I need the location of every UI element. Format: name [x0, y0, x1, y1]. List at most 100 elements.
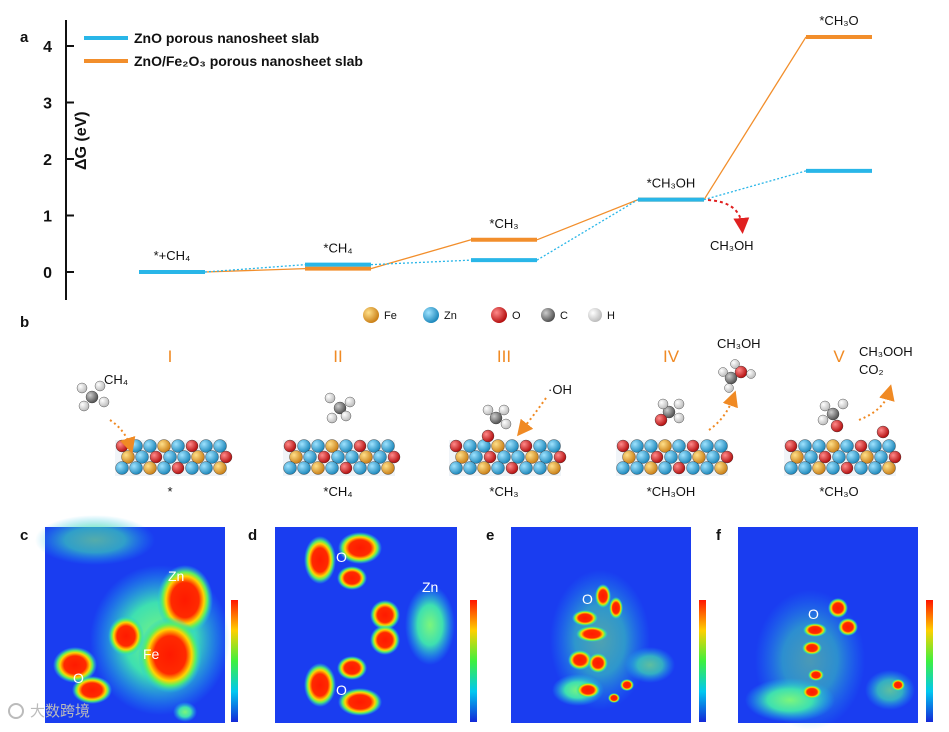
hydrogen-atom: [673, 412, 685, 424]
slab-atom: [491, 461, 505, 475]
charge-density-map-f: O: [738, 527, 918, 730]
legend-label-zno: ZnO porous nanosheet slab: [134, 30, 319, 46]
map-d-label-o-bottom: O: [336, 682, 347, 698]
slab-atom: [519, 439, 533, 453]
y-tick-label: 4: [43, 39, 52, 56]
slab-atom: [359, 450, 373, 464]
adsorb-arrow: [109, 419, 136, 454]
stage-caption: *CH₃O: [819, 484, 858, 499]
slab-atom: [381, 461, 395, 475]
slab-atom: [854, 461, 868, 475]
slab-atom: [143, 461, 157, 475]
slab-atom: [539, 450, 553, 464]
slab-atom: [283, 461, 297, 475]
oxygen-atom: [481, 429, 495, 443]
slab-atom: [171, 439, 185, 453]
slab-atom: [449, 439, 463, 453]
slab-atom: [616, 461, 630, 475]
adsorbate: ·OH: [481, 382, 572, 443]
map-c-label-o: O: [73, 670, 84, 686]
slab-atom: [700, 461, 714, 475]
desorption-label: CH₃OH: [710, 238, 754, 253]
map-c-label-zn: Zn: [168, 568, 184, 584]
hydrogen-atom: [657, 398, 669, 410]
y-tick-label: 1: [43, 209, 52, 226]
slab-atom: [289, 450, 303, 464]
stage-molecule-label: CH₄: [104, 372, 128, 387]
slab-atom: [311, 461, 325, 475]
carbon-atom: [826, 407, 840, 421]
desorption-arrow: [707, 199, 750, 234]
panel-label-e: e: [486, 527, 494, 544]
slab-atom: [283, 439, 297, 453]
hydrogen-atom: [718, 367, 728, 377]
adsorbate: CH₃OH: [654, 336, 761, 431]
hydrogen-atom: [326, 412, 338, 424]
connector-zno-fe2o3: [370, 239, 472, 270]
watermark-logo-icon: [8, 703, 24, 719]
slab-atom: [353, 461, 367, 475]
slab-atom: [798, 439, 812, 453]
slab-atom: [840, 439, 854, 453]
atom-zn-icon: [423, 307, 439, 323]
slab-atom: [303, 450, 317, 464]
slab-atom: [381, 439, 395, 453]
y-tick-label: 0: [43, 265, 52, 282]
slab-atom: [784, 439, 798, 453]
stage-2: II *CH₄: [283, 347, 401, 499]
slab-atom: [171, 461, 185, 475]
carbon-atom: [489, 411, 503, 425]
slab-atom: [784, 461, 798, 475]
slab-atom: [846, 450, 860, 464]
watermark-text: 大数跨境: [30, 702, 90, 720]
slab-atom: [463, 439, 477, 453]
slab-atom: [860, 450, 874, 464]
oxygen-atom: [830, 419, 844, 433]
slab-atom: [325, 439, 339, 453]
slab-atom: [157, 461, 171, 475]
hydrogen-atom: [78, 400, 90, 412]
atom-legend: Fe Zn O C H: [363, 307, 615, 323]
slab-atom: [818, 450, 832, 464]
surface-slab: [616, 439, 734, 476]
oxygen-atom: [876, 425, 890, 439]
atom-zn-label: Zn: [444, 310, 457, 322]
slab-atom: [129, 461, 143, 475]
slab-atom: [477, 461, 491, 475]
oxygen-atom: [654, 413, 668, 427]
stage-5: V CH₃OOH CO₂ *CH₃O: [784, 344, 913, 499]
hydrogen-atom: [94, 380, 106, 392]
colorbar-f: [926, 600, 933, 722]
slab-atom: [185, 439, 199, 453]
carbon-atom: [662, 405, 676, 419]
slab-atom: [840, 461, 854, 475]
slab-atom: [511, 450, 525, 464]
slab-atom: [317, 450, 331, 464]
hydrogen-atom: [500, 418, 512, 430]
panel-label-d: d: [248, 527, 257, 544]
slab-atom: [826, 461, 840, 475]
panel-label-b: b: [20, 314, 29, 331]
desorb-arrow: [708, 390, 738, 431]
stage-molecule-label-2: CO₂: [859, 362, 884, 377]
stage-numeral: III: [497, 347, 511, 366]
chart-lines: [204, 36, 807, 273]
slab-atom: [636, 450, 650, 464]
adsorbate: [324, 392, 356, 424]
map-e-label-o: O: [582, 591, 593, 607]
slab-atom: [547, 439, 561, 453]
panel-label-c: c: [20, 527, 28, 544]
slab-atom: [297, 461, 311, 475]
slab-atom: [469, 450, 483, 464]
panel-label-f: f: [716, 527, 722, 544]
stage-molecule-label: CH₃OOH: [859, 344, 913, 359]
hydrogen-atom: [673, 398, 685, 410]
stage-caption: *CH₄: [323, 484, 352, 499]
hydrogen-atom: [746, 369, 756, 379]
slab-atom: [644, 439, 658, 453]
slab-atom: [616, 439, 630, 453]
stage-molecule-label: ·OH: [548, 382, 572, 397]
slab-atom: [213, 461, 227, 475]
slab-atom: [149, 450, 163, 464]
